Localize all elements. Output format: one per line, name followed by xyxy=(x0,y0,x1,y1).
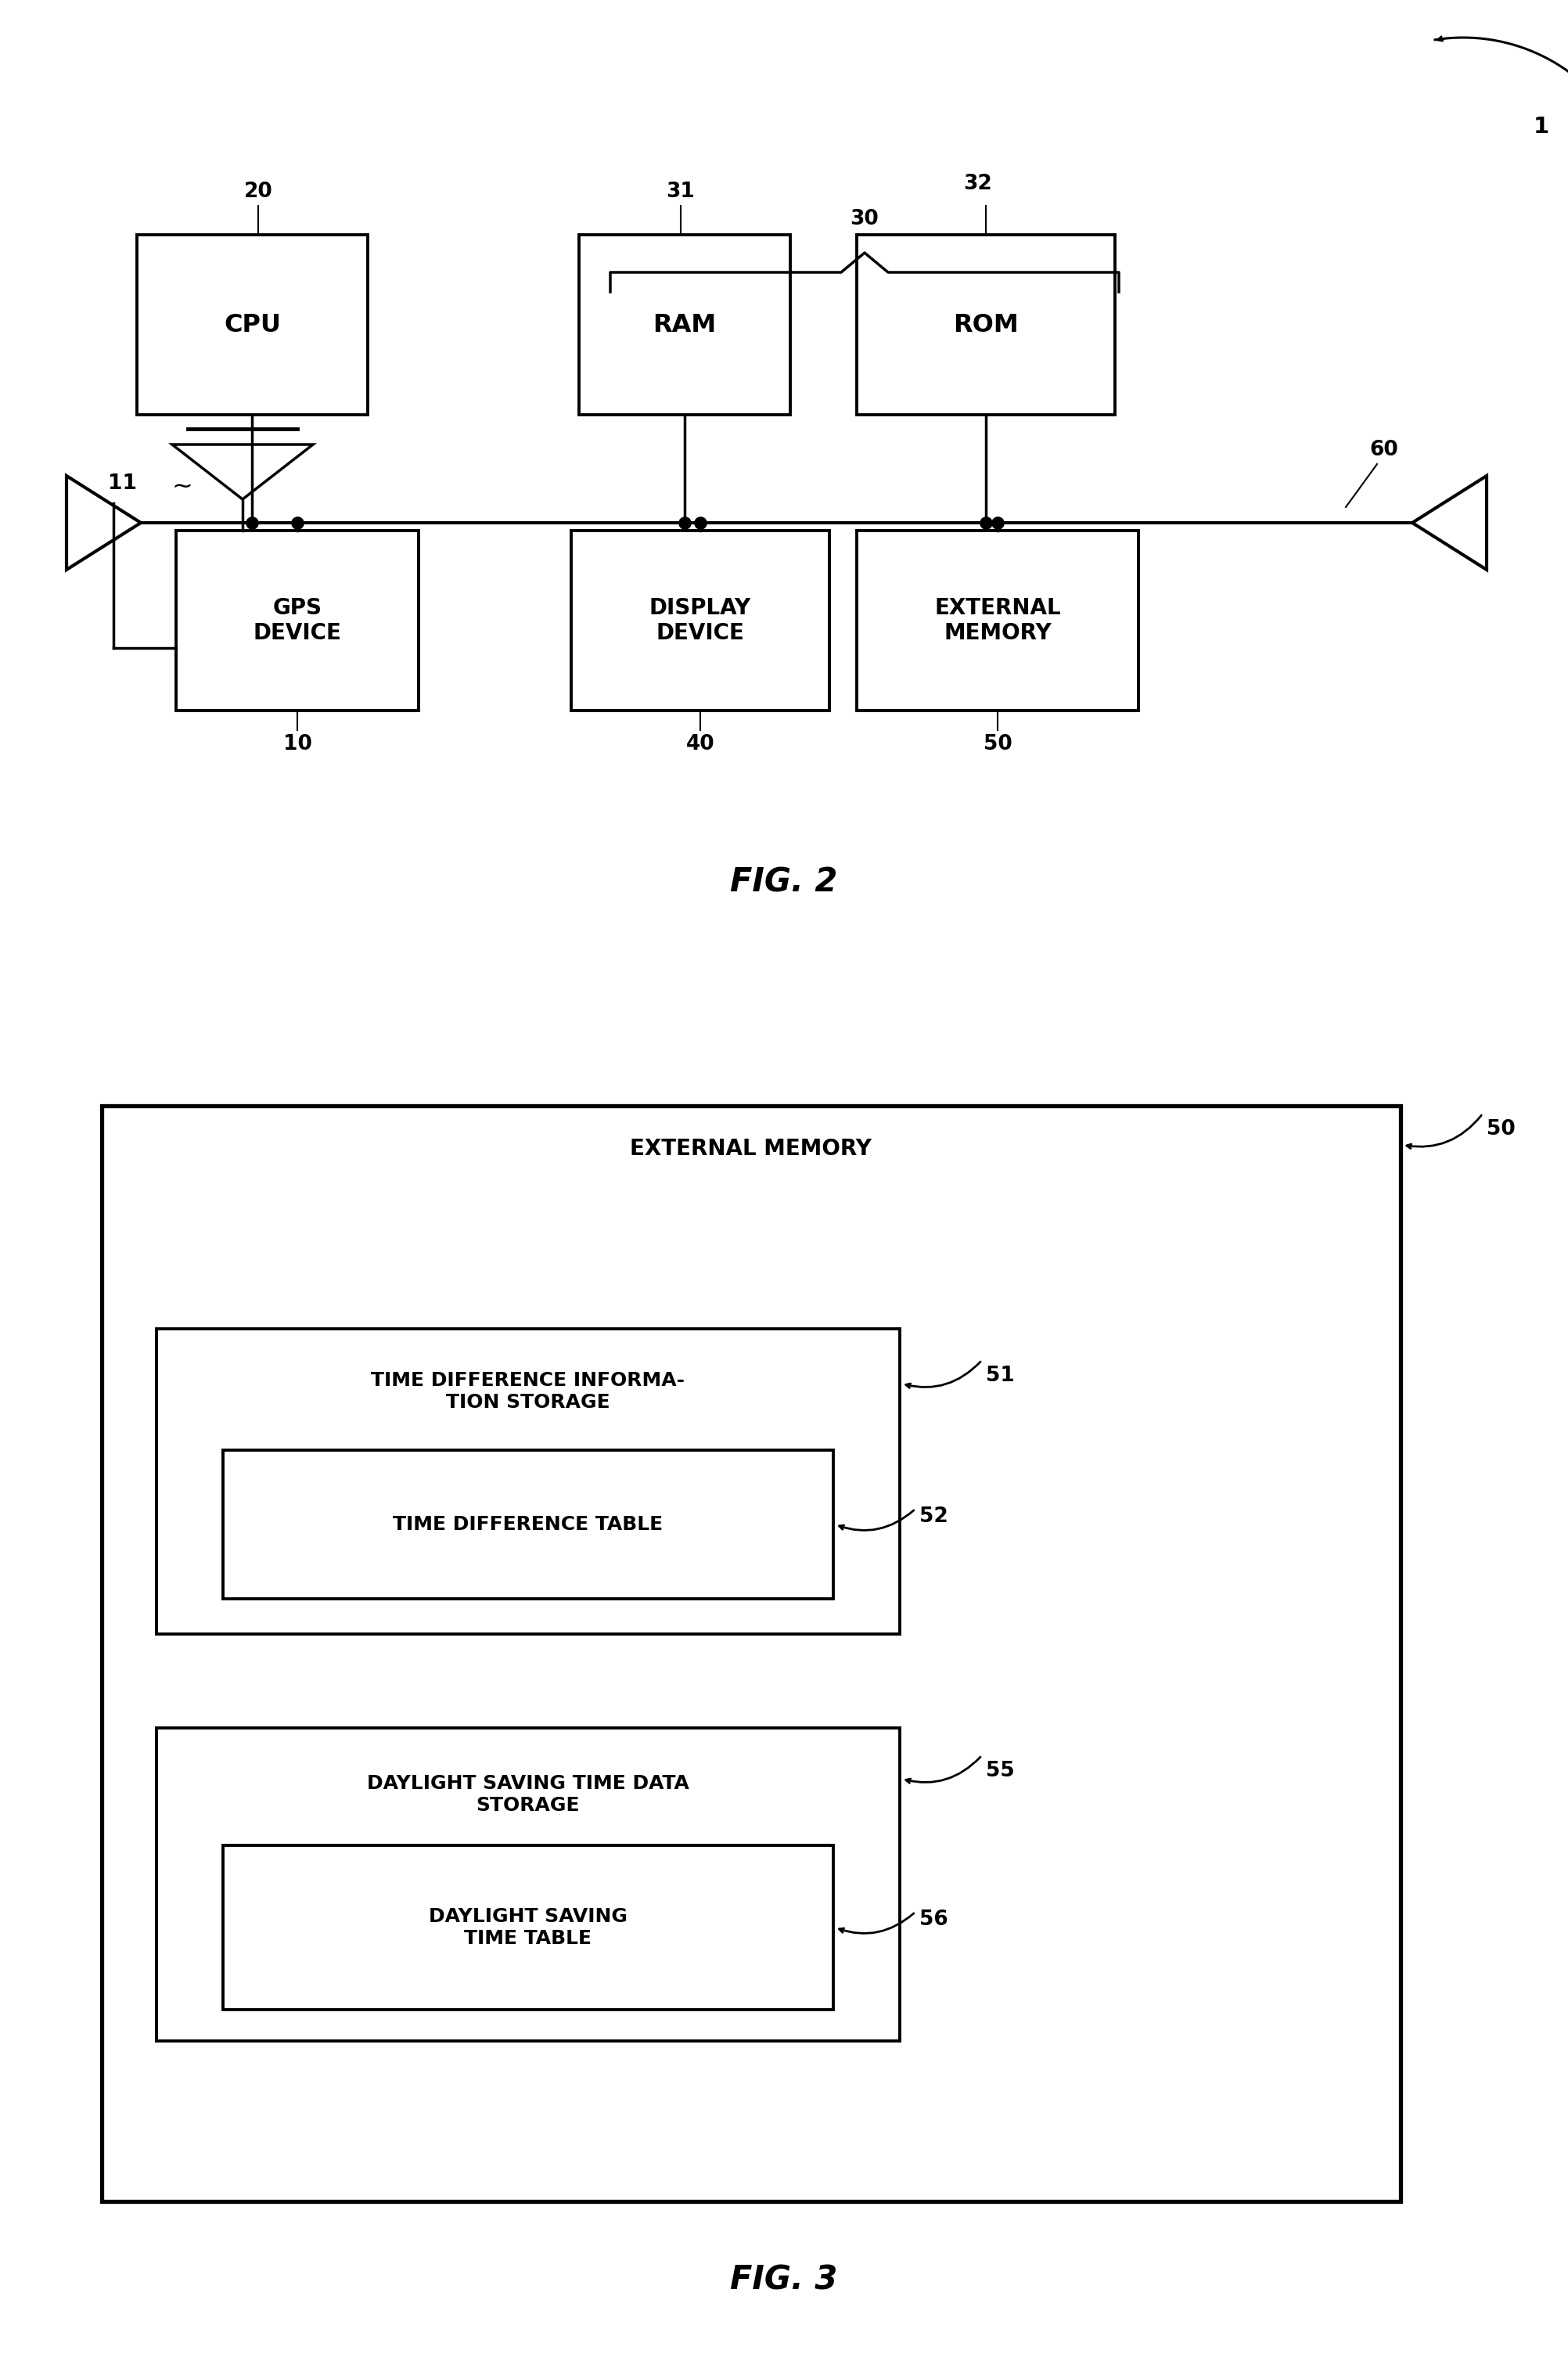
Text: 31: 31 xyxy=(666,181,695,202)
Text: 30: 30 xyxy=(850,210,880,228)
FancyBboxPatch shape xyxy=(856,235,1115,414)
Text: 10: 10 xyxy=(282,734,312,753)
Text: 40: 40 xyxy=(685,734,715,753)
Text: 52: 52 xyxy=(919,1507,949,1528)
Text: CPU: CPU xyxy=(224,313,281,337)
Text: 51: 51 xyxy=(986,1365,1014,1387)
FancyBboxPatch shape xyxy=(223,1846,833,2010)
FancyBboxPatch shape xyxy=(102,1106,1400,2201)
Polygon shape xyxy=(1413,476,1486,570)
FancyBboxPatch shape xyxy=(176,530,419,711)
Text: 50: 50 xyxy=(983,734,1011,753)
Text: DAYLIGHT SAVING
TIME TABLE: DAYLIGHT SAVING TIME TABLE xyxy=(428,1907,627,1947)
Text: 55: 55 xyxy=(986,1761,1014,1782)
Text: TIME DIFFERENCE TABLE: TIME DIFFERENCE TABLE xyxy=(394,1516,663,1535)
Polygon shape xyxy=(172,445,314,499)
Text: EXTERNAL MEMORY: EXTERNAL MEMORY xyxy=(630,1137,872,1161)
Text: 50: 50 xyxy=(1486,1118,1515,1139)
Text: DISPLAY
DEVICE: DISPLAY DEVICE xyxy=(649,598,751,645)
FancyBboxPatch shape xyxy=(223,1450,833,1598)
Text: EXTERNAL
MEMORY: EXTERNAL MEMORY xyxy=(935,598,1062,645)
FancyBboxPatch shape xyxy=(579,235,790,414)
Text: 1: 1 xyxy=(1534,115,1549,139)
Polygon shape xyxy=(66,476,141,570)
Text: RAM: RAM xyxy=(652,313,717,337)
FancyBboxPatch shape xyxy=(571,530,829,711)
Text: 56: 56 xyxy=(919,1909,949,1930)
Text: DAYLIGHT SAVING TIME DATA
STORAGE: DAYLIGHT SAVING TIME DATA STORAGE xyxy=(367,1775,690,1815)
Text: 11: 11 xyxy=(108,473,136,494)
Text: TIME DIFFERENCE INFORMA-
TION STORAGE: TIME DIFFERENCE INFORMA- TION STORAGE xyxy=(372,1370,685,1412)
Text: 20: 20 xyxy=(245,181,273,202)
FancyBboxPatch shape xyxy=(157,1728,900,2041)
Text: FIG. 3: FIG. 3 xyxy=(731,2262,837,2295)
Text: 32: 32 xyxy=(964,174,993,193)
FancyBboxPatch shape xyxy=(157,1328,900,1634)
Text: 60: 60 xyxy=(1369,440,1399,459)
Text: GPS
DEVICE: GPS DEVICE xyxy=(252,598,342,645)
FancyBboxPatch shape xyxy=(856,530,1138,711)
Text: ~: ~ xyxy=(172,476,193,499)
Text: FIG. 2: FIG. 2 xyxy=(731,866,837,899)
Text: ROM: ROM xyxy=(953,313,1019,337)
FancyBboxPatch shape xyxy=(136,235,368,414)
